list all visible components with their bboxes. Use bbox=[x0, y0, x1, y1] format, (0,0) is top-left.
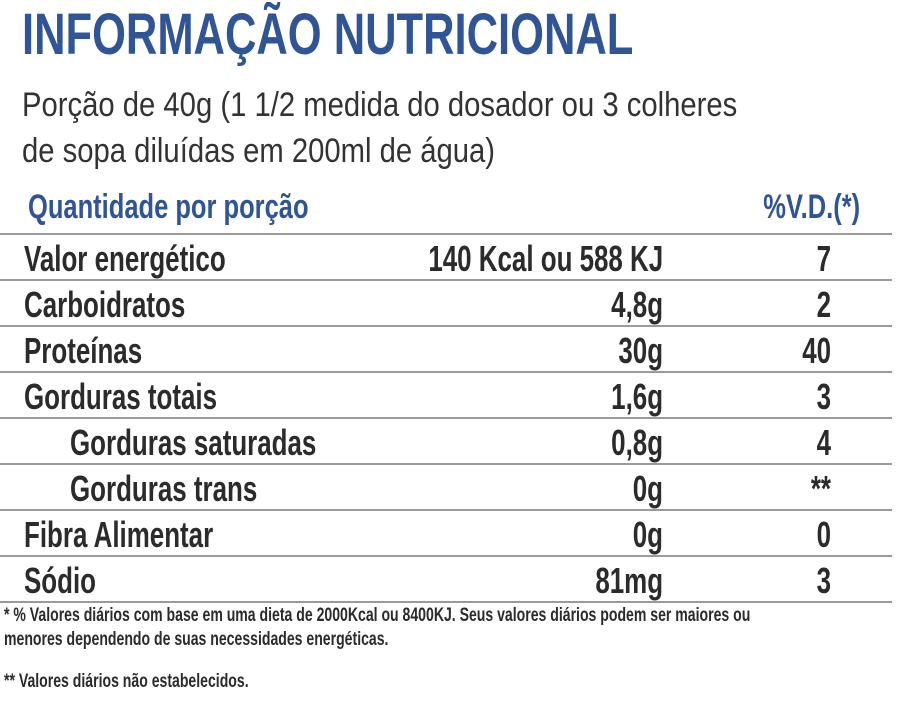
daily-value: 3 bbox=[816, 376, 831, 417]
portion-text: de sopa diluídas em 200ml de água) bbox=[22, 132, 496, 170]
portion-text: Porção de 40g (1 1/2 medida do dosador o… bbox=[22, 86, 738, 124]
nutrient-name: Valor energético bbox=[24, 238, 226, 279]
title: INFORMAÇÃO NUTRICIONAL bbox=[22, 2, 634, 67]
nutrient-amount: 0g bbox=[632, 468, 663, 509]
nutrient-amount: 0,8g bbox=[611, 422, 663, 463]
daily-value: 7 bbox=[816, 238, 831, 279]
column-header: %V.D.(*) bbox=[763, 188, 860, 226]
nutrient-name: Gorduras trans bbox=[70, 468, 258, 509]
row-divider bbox=[0, 555, 892, 557]
nutrient-amount: 30g bbox=[618, 330, 663, 371]
nutrient-name: Proteínas bbox=[24, 330, 143, 371]
nutrient-name: Fibra Alimentar bbox=[24, 514, 214, 555]
row-divider bbox=[0, 325, 892, 327]
column-header: Quantidade por porção bbox=[28, 188, 309, 226]
daily-value: 3 bbox=[816, 560, 831, 601]
row-divider bbox=[0, 371, 892, 373]
nutrient-amount: 1,6g bbox=[611, 376, 663, 417]
nutrient-amount: 81mg bbox=[595, 560, 663, 601]
nutrient-name: Gorduras totais bbox=[24, 376, 218, 417]
daily-value: ** bbox=[810, 468, 831, 509]
nutrient-name: Carboidratos bbox=[24, 284, 186, 325]
row-divider bbox=[0, 279, 892, 281]
footnote: ** Valores diários não estabelecidos. bbox=[4, 671, 249, 692]
row-divider bbox=[0, 509, 892, 511]
footnote: menores dependendo de suas necessidades … bbox=[4, 629, 389, 650]
daily-value: 40 bbox=[802, 330, 831, 371]
row-divider bbox=[0, 601, 892, 603]
nutrient-amount: 140 Kcal ou 588 KJ bbox=[428, 238, 663, 279]
nutrient-amount: 0g bbox=[632, 514, 663, 555]
row-divider bbox=[0, 417, 892, 419]
daily-value: 0 bbox=[816, 514, 831, 555]
nutrient-name: Sódio bbox=[24, 560, 96, 601]
daily-value: 2 bbox=[816, 284, 831, 325]
daily-value: 4 bbox=[816, 422, 831, 463]
row-divider bbox=[0, 463, 892, 465]
footnote: * % Valores diários com base em uma diet… bbox=[4, 605, 751, 626]
row-divider bbox=[0, 233, 892, 235]
nutrient-amount: 4,8g bbox=[611, 284, 663, 325]
nutrient-name: Gorduras saturadas bbox=[70, 422, 317, 463]
